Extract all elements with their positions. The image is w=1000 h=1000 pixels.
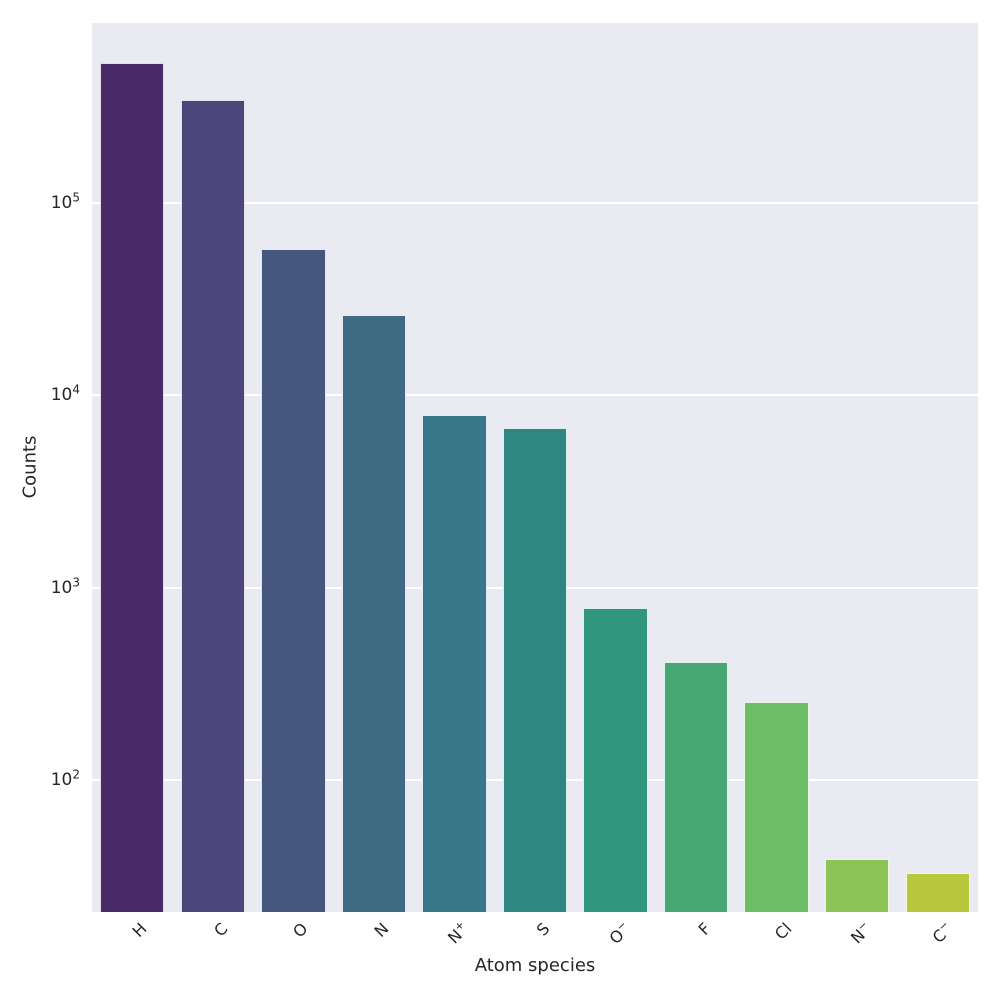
x-tick-label-S: S [532, 919, 554, 940]
bar-N- [824, 858, 890, 912]
bar-F [663, 662, 729, 912]
x-tick-label-N-: N− [847, 918, 871, 948]
x-tick-label-N: N [370, 919, 393, 941]
bar-Cl [744, 701, 809, 912]
bar-H [100, 63, 165, 912]
y-tick-label-1e3: 103 [50, 575, 80, 598]
bar-O- [583, 607, 648, 912]
bar-C [180, 99, 246, 912]
x-tick-label-C-: C− [928, 918, 951, 947]
gridline-1e4 [92, 394, 978, 397]
y-tick-label-1e4: 104 [50, 382, 80, 406]
plot-area [92, 23, 978, 912]
x-tick-label-F: F [694, 919, 715, 939]
x-axis-title: Atom species [474, 955, 596, 976]
bar-N+ [422, 415, 487, 912]
bar-C- [905, 872, 970, 912]
y-axis-title: Counts [19, 435, 41, 499]
x-tick-label-H: H [128, 919, 151, 941]
bar-N [341, 314, 407, 912]
x-tick-label-Cl: Cl [770, 919, 796, 944]
x-tick-label-O: O [289, 919, 312, 942]
y-tick-label-1e5: 105 [50, 190, 80, 214]
bar-S [502, 427, 568, 912]
x-tick-label-O-: O− [605, 918, 629, 948]
x-tick-label-C: C [209, 919, 232, 941]
bar-O [261, 248, 326, 912]
gridline-1e5 [92, 202, 978, 205]
x-tick-label-N+: N+ [444, 918, 468, 948]
y-tick-label-1e2: 102 [50, 767, 80, 791]
